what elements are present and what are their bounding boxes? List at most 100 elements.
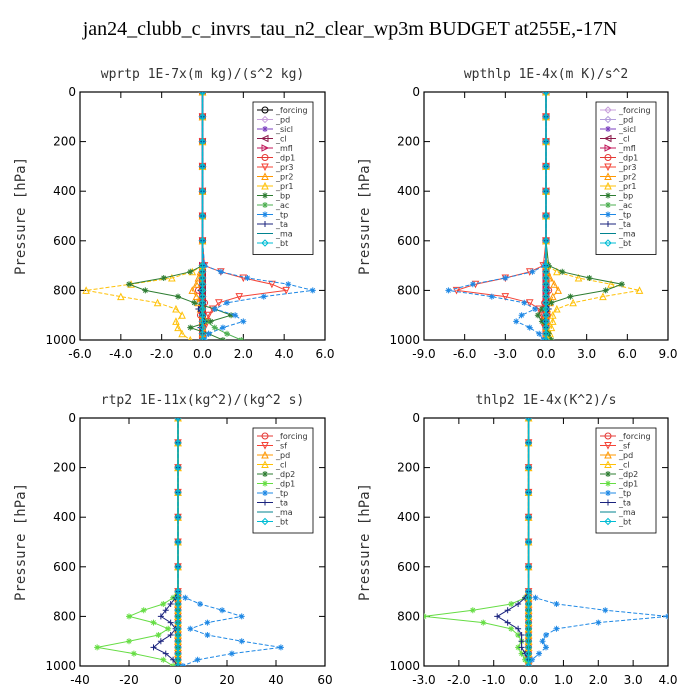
legend-marker	[604, 442, 612, 450]
data-point	[215, 299, 223, 307]
legend-entry: _pd	[275, 451, 290, 460]
x-tick-label: 60	[317, 673, 332, 687]
legend: _forcing_sf_pd_cl_dp2_dp1_tp_ta_ma_bt	[252, 427, 314, 534]
y-tick-label: 200	[53, 135, 76, 149]
data-point	[126, 613, 132, 620]
x-tick-label: -3.0	[412, 673, 435, 687]
legend-entry: _pr2	[618, 173, 636, 182]
y-tick-label: 600	[397, 560, 420, 574]
panel-3: rtp2 1E-11x(kg^2)/(kg^2 s) Pressure [hPa]…	[13, 393, 333, 687]
data-point	[538, 306, 545, 312]
data-point	[504, 607, 511, 614]
series-line-ac	[202, 92, 242, 340]
data-point	[282, 286, 291, 295]
data-point	[187, 268, 194, 275]
series-group	[424, 418, 668, 666]
data-point	[204, 632, 211, 638]
legend-marker	[605, 211, 611, 218]
legend-marker	[262, 499, 268, 506]
data-point	[268, 280, 276, 289]
data-point	[235, 293, 244, 301]
legend-entry: _ac	[618, 201, 632, 210]
panel-2: wpthlp 1E-4x(m K)/s^2 Pressure [hPa] 0 200 4…	[357, 67, 678, 361]
data-point	[542, 212, 550, 220]
series-line-pr3	[456, 92, 547, 340]
x-tick-label: -6.0	[68, 347, 91, 361]
data-point	[504, 619, 511, 626]
y-tick-label: 0	[68, 411, 76, 425]
data-point	[198, 237, 207, 245]
data-point	[217, 268, 224, 275]
x-tick-label: 1.0	[554, 673, 573, 687]
panel-title: thlp2 1E-4x(K^2)/s	[476, 393, 617, 408]
x-tick-label: -9.0	[412, 347, 435, 361]
data-point	[174, 418, 182, 422]
data-point	[529, 268, 536, 275]
legend-entry: _sf	[618, 442, 630, 451]
legend-entry: _pr2	[275, 173, 293, 182]
data-point	[518, 632, 525, 638]
data-point	[167, 619, 174, 626]
data-point	[240, 318, 247, 325]
data-point	[548, 317, 557, 325]
y-tick-label: 400	[53, 184, 76, 198]
legend-entry: _pd	[275, 116, 290, 125]
data-point	[524, 563, 533, 571]
y-tick-label: 400	[53, 510, 76, 524]
legend-entry: _ta	[275, 220, 288, 229]
x-tick-label: -40	[70, 673, 90, 687]
data-point	[542, 237, 550, 245]
y-tick-label: 200	[53, 461, 76, 475]
y-tick-label: 1000	[389, 333, 420, 347]
legend-marker	[261, 154, 269, 161]
y-tick-label: 200	[397, 461, 420, 475]
legend-marker	[262, 126, 268, 132]
data-point	[174, 463, 182, 472]
data-point	[219, 607, 226, 614]
legend-marker	[261, 442, 269, 450]
legend-entry: _bp	[275, 192, 290, 201]
data-point	[524, 418, 533, 422]
legend-marker	[605, 490, 611, 496]
data-point	[194, 656, 201, 663]
x-tick-label: -4.0	[109, 347, 132, 361]
legend-marker	[605, 126, 611, 132]
x-tick-label: -1.0	[482, 673, 505, 687]
legend-marker	[604, 144, 613, 152]
data-point	[524, 662, 533, 666]
legend-entry: _ma	[275, 230, 293, 239]
data-point	[197, 601, 204, 607]
legend-marker	[605, 480, 611, 487]
data-point	[542, 113, 550, 121]
y-tick-label: 0	[412, 85, 420, 99]
data-point	[198, 336, 207, 340]
data-point	[595, 619, 602, 626]
data-point	[553, 625, 560, 632]
data-point	[117, 292, 125, 301]
series-line-pr1	[86, 92, 203, 340]
x-tick-label: -20	[119, 673, 139, 687]
data-point	[140, 607, 147, 614]
data-point	[198, 187, 207, 195]
data-point	[174, 513, 182, 521]
legend-entry: _tp	[275, 489, 288, 498]
data-point	[543, 632, 549, 638]
data-point	[665, 613, 668, 620]
x-tick-label: -6.0	[453, 347, 476, 361]
legend-entry: _pr1	[618, 182, 636, 191]
legend-entry: _sf	[275, 442, 287, 451]
data-point	[635, 286, 644, 294]
data-point	[191, 299, 198, 306]
x-tick-label: -2.0	[150, 347, 173, 361]
data-point	[521, 299, 528, 306]
data-point	[162, 607, 169, 614]
legend-entry: _dp1	[618, 480, 638, 489]
data-point	[542, 137, 550, 146]
legend-entry: _cl	[275, 461, 287, 470]
legend-marker	[604, 181, 612, 190]
legend-entry: _tp	[275, 211, 288, 220]
data-point	[567, 293, 574, 300]
legend-entry: _forcing	[618, 106, 651, 115]
y-tick-label: 600	[397, 234, 420, 248]
data-point	[172, 304, 180, 313]
